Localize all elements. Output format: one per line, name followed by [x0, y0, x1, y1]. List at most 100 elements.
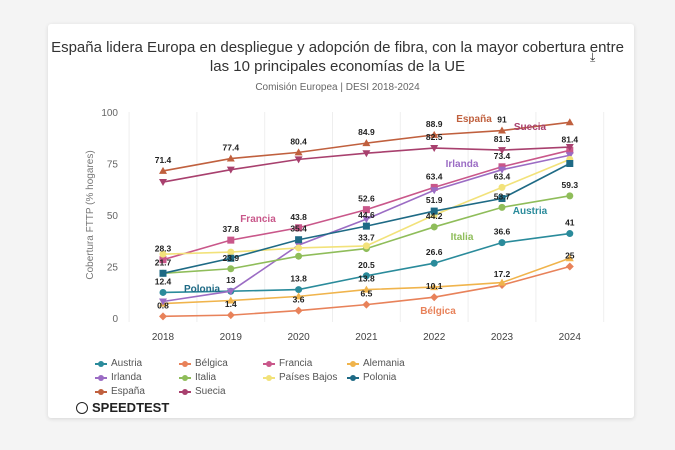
data-point	[498, 203, 506, 211]
legend-label: Alemania	[363, 358, 405, 369]
data-point	[294, 306, 303, 315]
data-point	[565, 118, 574, 126]
series-annotation: España	[456, 114, 492, 125]
legend-label: Italia	[195, 372, 217, 383]
legend-label: Francia	[279, 358, 313, 369]
data-point	[566, 192, 574, 200]
data-point	[159, 250, 167, 258]
data-label: 0.8	[157, 300, 169, 310]
data-point	[362, 150, 371, 158]
data-label: 59.3	[562, 180, 579, 190]
y-tick-label: 50	[107, 211, 119, 222]
data-label: 12.4	[155, 276, 172, 286]
x-tick-label: 2022	[423, 332, 446, 343]
series-annotation: Suecia	[514, 122, 547, 133]
legend-item[interactable]: Alemania	[347, 358, 431, 370]
data-label: 52.6	[358, 194, 375, 204]
data-point	[430, 145, 439, 153]
legend-item[interactable]: Irlanda	[95, 372, 179, 384]
data-label: 80.4	[290, 136, 307, 146]
data-point	[159, 312, 167, 321]
legend-item[interactable]: Austria	[95, 358, 179, 370]
data-label: 41	[565, 218, 575, 228]
data-label: 33.7	[358, 233, 375, 243]
chart-subtitle: Comisión Europea | DESI 2018-2024	[255, 82, 420, 93]
data-point	[362, 272, 370, 280]
data-label: 81.5	[494, 134, 511, 144]
data-label: 53.7	[494, 191, 511, 201]
data-label: 10.1	[426, 281, 443, 291]
data-point	[227, 254, 235, 262]
data-label: 3.6	[293, 295, 305, 305]
data-point	[498, 195, 506, 203]
series-annotation: Polonia	[184, 284, 221, 295]
data-point	[565, 152, 574, 160]
data-label: 44.6	[358, 210, 375, 220]
data-point	[227, 248, 235, 256]
series-annotation: Irlanda	[446, 159, 479, 170]
legend-swatch	[263, 375, 275, 381]
data-label: 20.5	[358, 260, 375, 270]
data-point	[295, 244, 303, 252]
legend-label: Suecia	[195, 386, 226, 397]
data-point	[498, 166, 506, 174]
data-point	[430, 283, 439, 291]
data-point	[498, 183, 506, 191]
data-point	[226, 166, 235, 174]
data-point	[362, 206, 370, 214]
data-point	[227, 265, 235, 273]
legend-item[interactable]: Polonia	[347, 372, 431, 384]
series-annotation: Italia	[451, 232, 474, 243]
y-tick-label: 100	[101, 108, 118, 119]
legend-item[interactable]: Italia	[179, 372, 263, 384]
data-point	[159, 288, 167, 296]
x-tick-label: 2020	[287, 332, 310, 343]
legend-swatch	[179, 389, 191, 395]
chart-header: España lidera Europa en despliegue y ado…	[40, 38, 635, 94]
data-point	[294, 156, 303, 164]
data-label: 73.4	[494, 151, 511, 161]
data-point	[498, 239, 506, 247]
data-label: 82.5	[426, 132, 443, 142]
download-icon[interactable]: ⤓	[590, 50, 596, 64]
legend-label: Austria	[111, 358, 143, 369]
data-point	[430, 130, 439, 138]
legend-item[interactable]: España	[95, 386, 179, 398]
legend-item[interactable]: Países Bajos	[263, 372, 347, 384]
data-point	[226, 154, 235, 162]
data-label: 63.4	[426, 171, 443, 181]
data-point	[226, 288, 235, 296]
data-label: 51.9	[426, 195, 443, 205]
data-label: 17.2	[494, 269, 511, 279]
legend-swatch	[347, 361, 359, 367]
data-label: 77.4	[223, 143, 240, 153]
legend-item[interactable]: Bélgica	[179, 358, 263, 370]
x-tick-label: 2024	[559, 332, 582, 343]
data-point	[566, 160, 574, 167]
data-label: 84.9	[358, 127, 375, 137]
data-label: 21.7	[155, 257, 172, 267]
series-annotation: Bélgica	[420, 306, 456, 317]
data-label: 91	[497, 115, 507, 125]
legend-label: España	[111, 386, 145, 397]
data-label: 26.6	[426, 247, 443, 257]
speedtest-logo: SPEEDTEST	[76, 400, 431, 415]
data-label: 23.9	[223, 253, 240, 263]
data-label: 36.6	[494, 227, 511, 237]
legend-swatch	[179, 361, 191, 367]
legend-swatch	[179, 375, 191, 381]
data-point	[362, 285, 371, 293]
data-point	[362, 242, 370, 250]
legend-swatch	[95, 389, 107, 395]
data-point	[362, 222, 370, 230]
data-label: 88.9	[426, 119, 443, 129]
legend-item[interactable]: Suecia	[179, 386, 263, 398]
data-point	[566, 230, 574, 238]
y-axis-label: Cobertura FTTP (% hogares)	[85, 150, 96, 279]
data-label: 44.2	[426, 211, 443, 221]
data-label: 1.4	[225, 299, 237, 309]
data-point	[362, 139, 371, 147]
legend-item[interactable]: Francia	[263, 358, 347, 370]
data-point	[159, 298, 167, 306]
legend-label: Irlanda	[111, 372, 142, 383]
